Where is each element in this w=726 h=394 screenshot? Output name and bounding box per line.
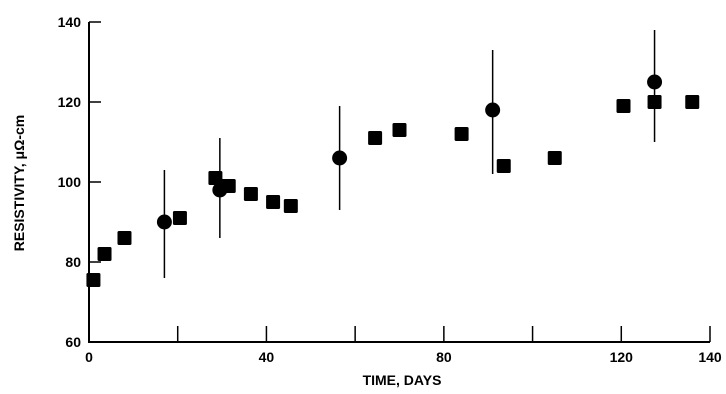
y-tick-label: 60 xyxy=(65,334,81,350)
x-tick-label: 40 xyxy=(259,349,275,365)
axis-frame xyxy=(88,22,710,343)
circle-marker xyxy=(332,150,348,166)
square-marker xyxy=(454,127,469,141)
error-bars xyxy=(163,30,656,278)
y-tick-label: 140 xyxy=(58,14,82,30)
square-marker xyxy=(243,187,258,201)
square-marker xyxy=(685,95,700,109)
circle-marker xyxy=(485,102,501,118)
square-marker xyxy=(86,273,101,287)
square-marker xyxy=(547,151,562,165)
square-marker xyxy=(97,247,112,261)
circle-marker xyxy=(156,214,172,230)
x-tick-label: 140 xyxy=(698,349,722,365)
circle-marker xyxy=(647,74,663,90)
square-marker xyxy=(172,211,187,225)
x-tick-label: 120 xyxy=(610,349,634,365)
y-tick-label: 100 xyxy=(58,174,82,190)
square-marker xyxy=(283,199,298,213)
square-marker xyxy=(368,131,383,145)
axes xyxy=(88,22,710,343)
square-marker xyxy=(616,99,631,113)
square-marker xyxy=(392,123,407,137)
x-axis-title: TIME, DAYS xyxy=(363,372,442,388)
ticks xyxy=(88,21,711,343)
square-marker xyxy=(117,231,132,245)
y-tick-label: 120 xyxy=(58,94,82,110)
tick-labels: 60 80 100 120 140 0 40 80 120 140 xyxy=(58,14,722,365)
square-marker xyxy=(647,95,662,109)
y-axis-title: RESISTIVITY, μΩ-cm xyxy=(11,115,27,252)
square-marker xyxy=(266,195,281,209)
square-marker xyxy=(496,159,511,173)
y-tick-label: 80 xyxy=(65,254,81,270)
x-tick-label: 80 xyxy=(436,349,452,365)
x-tick-label: 0 xyxy=(85,349,93,365)
circle-marker xyxy=(212,182,228,198)
data-markers xyxy=(86,74,700,287)
